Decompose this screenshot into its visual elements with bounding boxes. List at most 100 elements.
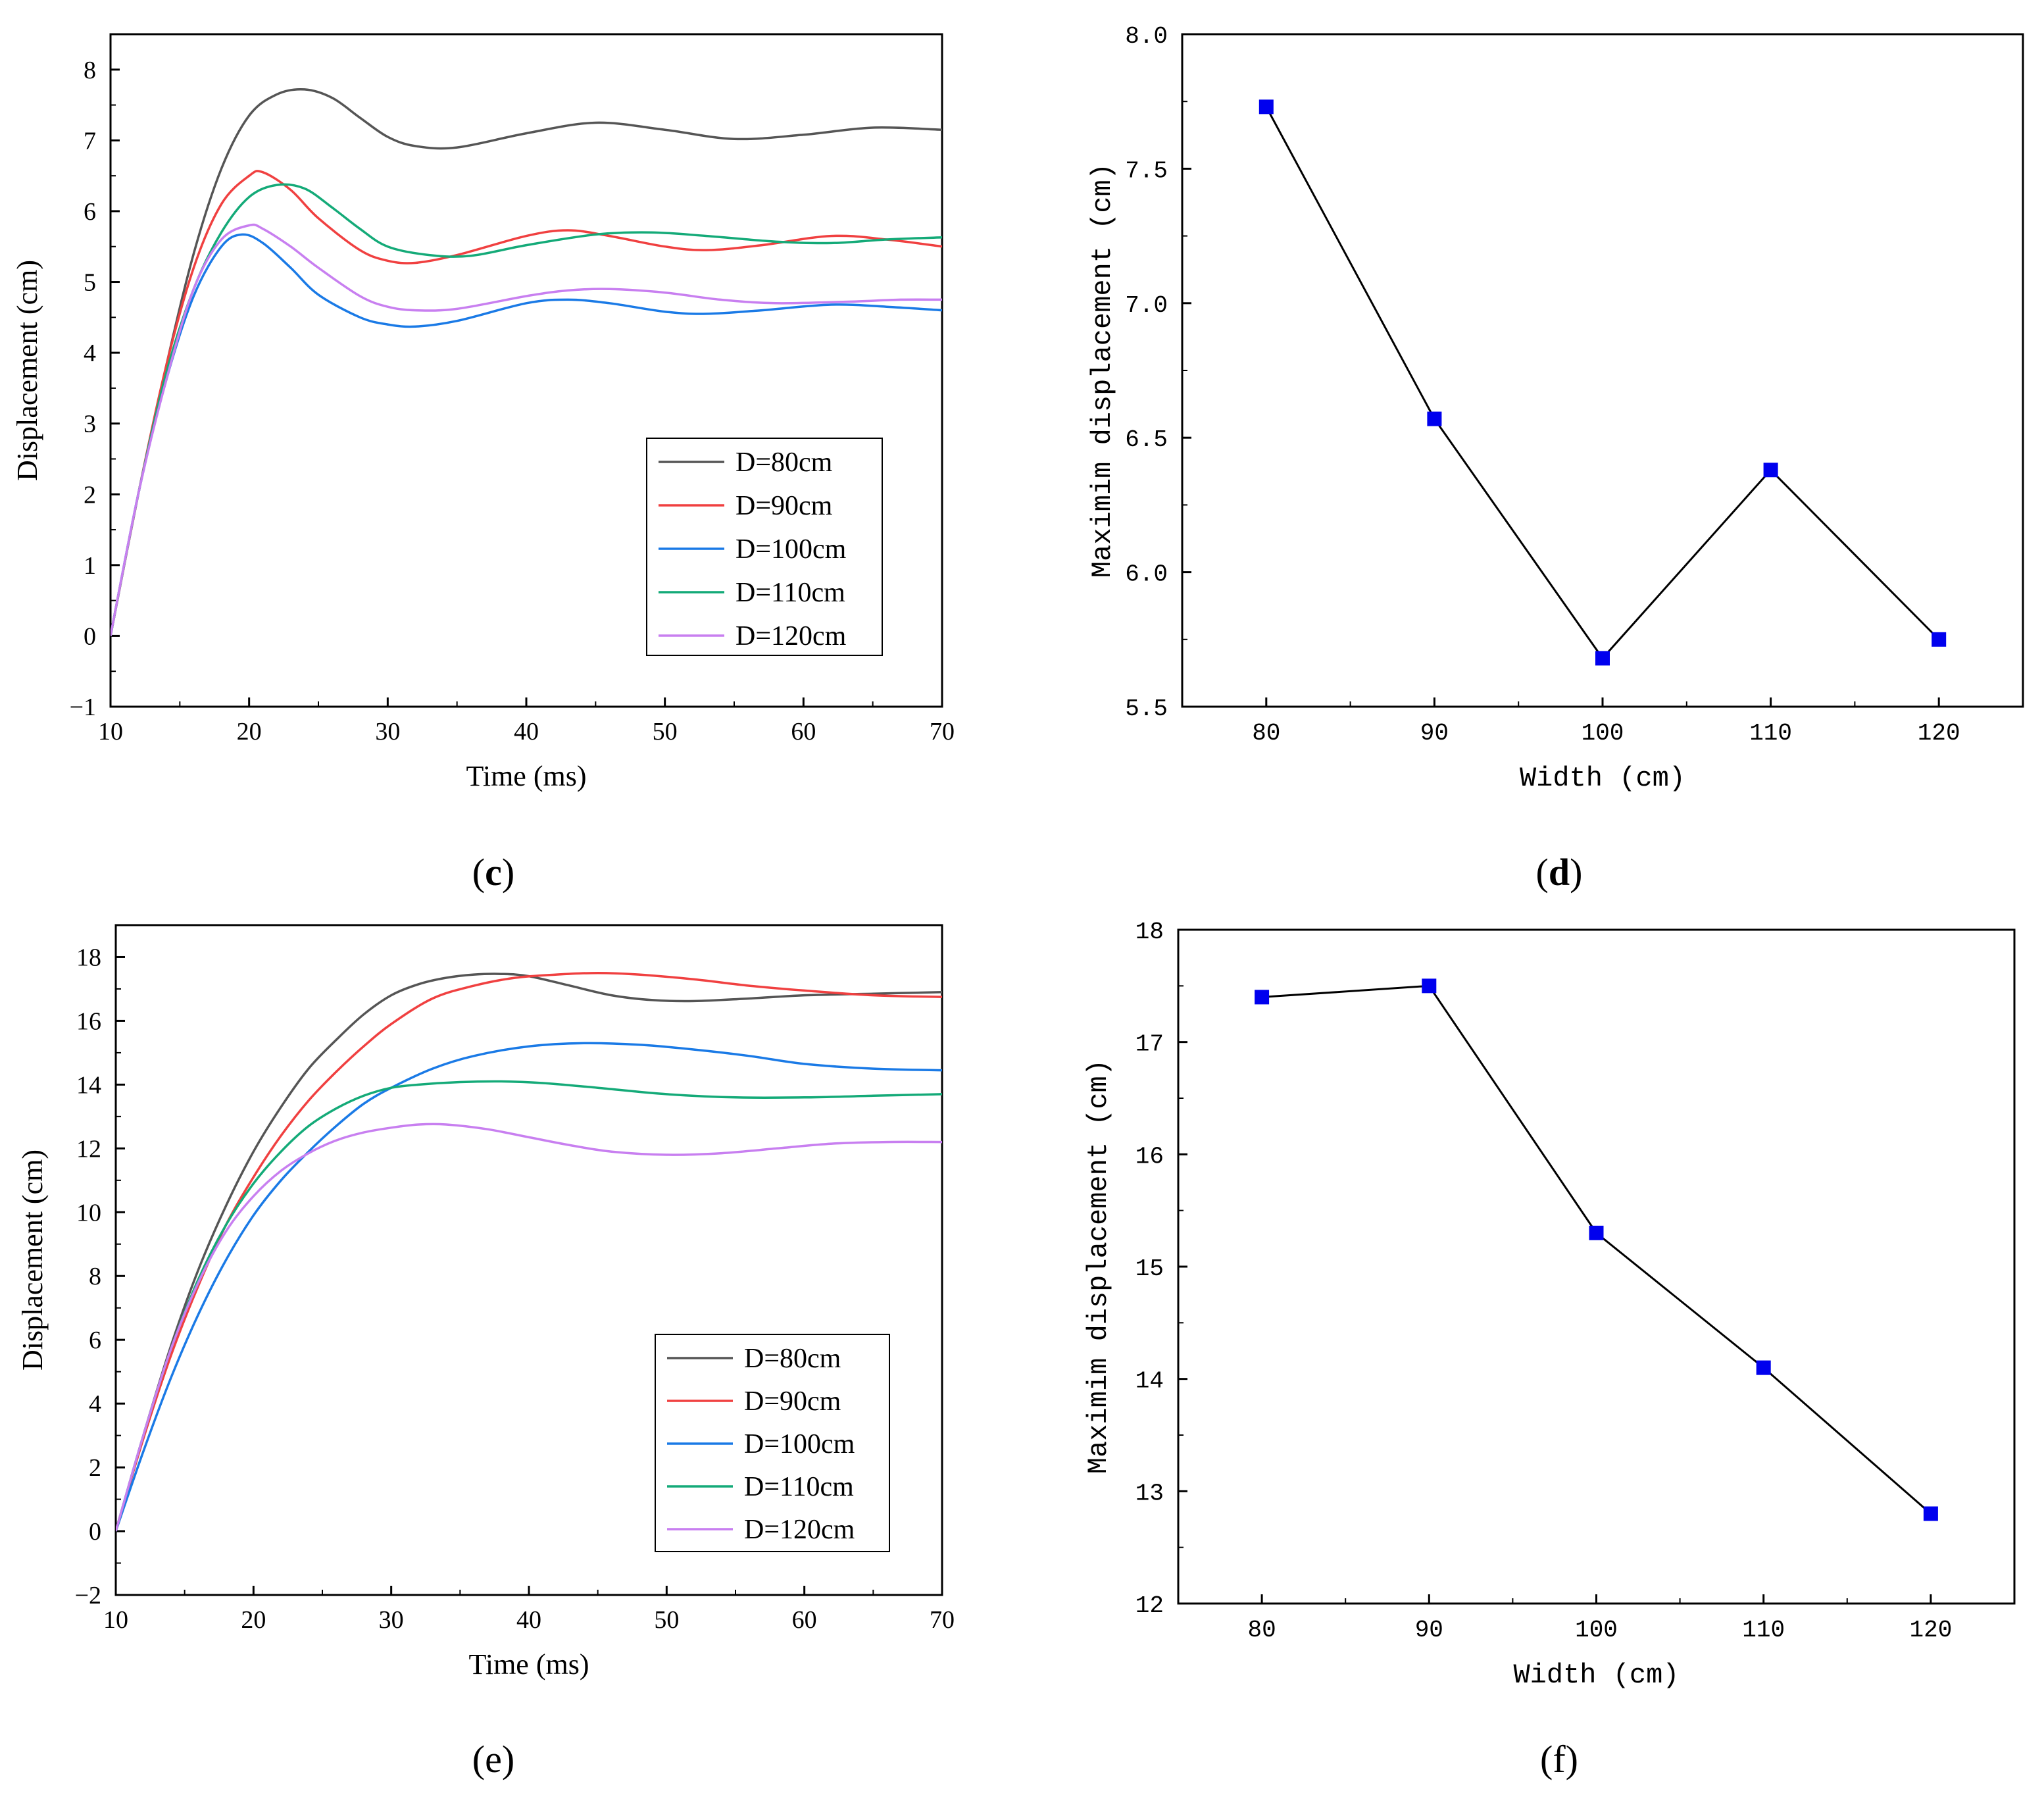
data-point-marker <box>1756 1360 1771 1375</box>
y-tick-label: 4 <box>84 340 96 367</box>
data-point-marker <box>1422 978 1437 994</box>
x-tick-label: 20 <box>237 718 262 746</box>
y-tick-label: 0 <box>84 622 96 650</box>
y-tick-label: 14 <box>76 1071 101 1099</box>
x-tick-label: 100 <box>1582 720 1624 747</box>
series-line-d-90cm <box>116 971 942 1532</box>
legend: D=80cm D=90cm D=100cm D=110cm D=120cm <box>646 438 883 656</box>
y-tick-label: 5 <box>84 269 96 297</box>
series-line-d-90cm <box>111 170 942 636</box>
y-tick-label: 6 <box>84 198 96 226</box>
legend-label: D=120cm <box>744 1515 855 1545</box>
caption-letter: c <box>485 851 502 894</box>
x-axis-label: Time (ms) <box>466 760 587 792</box>
y-tick-label: 2 <box>89 1454 101 1482</box>
x-tick-label: 50 <box>653 718 678 746</box>
caption-open-paren: ( <box>1540 1738 1553 1781</box>
series-line-d-120cm <box>111 223 942 636</box>
chart-panel-d: 80 90 100 110 120 5.5 6.0 6.5 7.0 7.5 8.0 Width (cm… <box>1087 23 2024 894</box>
y-tick-label: 6 <box>89 1327 101 1354</box>
series-line-d-100cm <box>116 1042 942 1532</box>
chart-panel-c: 10 20 30 40 50 60 70 −1 0 1 2 3 4 5 6 7 8 Time (ms) Displa… <box>11 33 955 894</box>
y-tick-label: 14 <box>1135 1368 1164 1395</box>
x-tick-label: 20 <box>241 1606 266 1634</box>
legend-label: D=100cm <box>744 1429 855 1459</box>
x-tick-label: 50 <box>654 1606 679 1634</box>
panel-caption: (c) <box>472 851 514 894</box>
y-axis-label: Displacement (cm) <box>11 260 43 481</box>
x-tick-label: 10 <box>98 718 123 746</box>
y-tick-label: 8 <box>84 57 96 84</box>
y-tick-label: 15 <box>1135 1255 1164 1282</box>
legend-label: D=110cm <box>735 578 845 608</box>
y-tick-label: −1 <box>70 694 96 721</box>
legend-label: D=80cm <box>735 447 833 478</box>
y-tick-label: 7 <box>84 127 96 155</box>
series-line-d-80cm <box>116 973 942 1532</box>
y-tick-label: 7.5 <box>1125 157 1168 184</box>
x-tick-label: 60 <box>791 718 816 746</box>
legend-box <box>646 438 883 656</box>
y-tick-label: 8.0 <box>1125 23 1168 50</box>
y-tick-label: 5.5 <box>1125 695 1168 722</box>
data-point-marker <box>1589 1225 1604 1240</box>
y-tick-label: 16 <box>76 1007 101 1035</box>
y-tick-label: 13 <box>1135 1480 1164 1507</box>
y-axis-label: Maximim displacement (cm) <box>1087 163 1118 578</box>
legend-label: D=110cm <box>744 1472 854 1502</box>
x-tick-label: 100 <box>1575 1617 1618 1644</box>
y-axis-label: Displacement (cm) <box>16 1150 49 1371</box>
plot-frame <box>1181 33 2024 708</box>
y-tick-label: 4 <box>89 1390 101 1418</box>
caption-open-paren: ( <box>472 1738 485 1781</box>
y-tick-label: 10 <box>76 1199 101 1226</box>
data-point-marker <box>1923 1506 1938 1521</box>
chart-panel-f: 80 90 100 110 120 12 13 14 15 16 17 18 Width (cm) Max… <box>1083 919 2016 1781</box>
series-line <box>1265 106 1940 660</box>
y-tick-label: 7.0 <box>1125 292 1168 319</box>
y-tick-label: 0 <box>89 1518 101 1546</box>
y-tick-label: 18 <box>76 944 101 971</box>
data-point-marker <box>1259 99 1274 114</box>
x-tick-label: 80 <box>1247 1617 1276 1644</box>
y-tick-label: −2 <box>75 1582 101 1609</box>
y-tick-label: 12 <box>1135 1592 1164 1619</box>
legend-label: D=90cm <box>744 1386 841 1417</box>
x-tick-label: 120 <box>1918 720 1960 747</box>
x-tick-label: 110 <box>1749 720 1792 747</box>
legend-label: D=100cm <box>735 534 847 565</box>
y-tick-label: 6.0 <box>1125 561 1168 588</box>
x-tick-label: 120 <box>1909 1617 1952 1644</box>
caption-open-paren: ( <box>472 851 485 894</box>
y-tick-label: 1 <box>84 552 96 580</box>
caption-open-paren: ( <box>1536 851 1549 894</box>
x-tick-label: 10 <box>103 1606 128 1634</box>
legend-label: D=90cm <box>735 491 833 521</box>
data-point-marker <box>1595 651 1610 666</box>
series-line-d-110cm <box>111 183 942 636</box>
panel-caption: (e) <box>472 1738 514 1781</box>
y-tick-label: 12 <box>76 1135 101 1163</box>
y-tick-label: 3 <box>84 411 96 438</box>
series-line <box>1261 984 1932 1515</box>
x-axis-label: Width (cm) <box>1513 1659 1679 1691</box>
x-axis-label: Time (ms) <box>469 1648 589 1681</box>
y-tick-label: 18 <box>1135 919 1164 946</box>
x-tick-label: 70 <box>930 1606 955 1634</box>
x-tick-label: 70 <box>930 718 955 746</box>
caption-letter: f <box>1553 1738 1566 1781</box>
panel-caption: (f) <box>1540 1738 1578 1781</box>
y-tick-label: 8 <box>89 1263 101 1290</box>
x-tick-label: 90 <box>1415 1617 1443 1644</box>
caption-letter: e <box>485 1738 502 1781</box>
x-tick-label: 30 <box>379 1606 404 1634</box>
data-point-marker <box>1932 632 1947 647</box>
x-tick-label: 30 <box>375 718 400 746</box>
legend-label: D=120cm <box>735 621 847 651</box>
x-tick-label: 40 <box>516 1606 541 1634</box>
legend: D=80cm D=90cm D=100cm D=110cm D=120cm <box>655 1334 890 1552</box>
y-axis-label: Maximim displacement (cm) <box>1083 1059 1114 1474</box>
data-point-marker <box>1255 990 1270 1005</box>
data-point-marker <box>1763 463 1778 478</box>
